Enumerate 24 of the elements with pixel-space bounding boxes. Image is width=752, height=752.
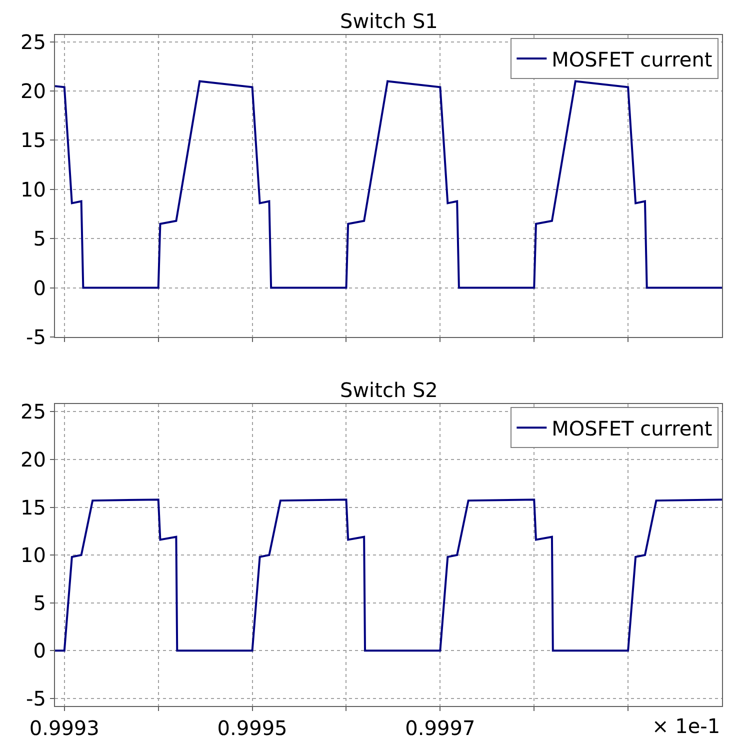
y-tick-label: 0 <box>33 638 46 663</box>
y-tick-label: -5 <box>26 324 46 349</box>
y-tick-label: 5 <box>33 226 46 251</box>
y-tick-label: 20 <box>20 79 46 104</box>
line-series <box>55 498 722 652</box>
y-tick-label: 5 <box>33 590 46 615</box>
y-tick-label: 25 <box>20 30 46 54</box>
y-tick-label: 0 <box>33 276 46 300</box>
y-tick-label: 15 <box>20 495 46 520</box>
x-tick-label: 0.9997 <box>405 716 476 740</box>
y-tick-label: 10 <box>20 177 46 202</box>
x-tick-label: 0.9995 <box>217 716 288 740</box>
y-tick-label: 25 <box>20 400 46 424</box>
text: × 1e-1 <box>652 714 720 738</box>
y-tick-label: 15 <box>20 128 46 152</box>
chart-title: Switch S2 <box>340 378 438 402</box>
legend-label: MOSFET current <box>552 416 712 440</box>
y-tick-label: 10 <box>20 543 46 568</box>
y-tick-label: -5 <box>26 686 46 710</box>
line-series <box>55 80 722 289</box>
chart-title: Switch S1 <box>340 9 438 33</box>
legend-label: MOSFET current <box>552 47 712 72</box>
x-tick-label: 0.9993 <box>29 716 100 740</box>
y-tick-label: 20 <box>20 447 46 472</box>
